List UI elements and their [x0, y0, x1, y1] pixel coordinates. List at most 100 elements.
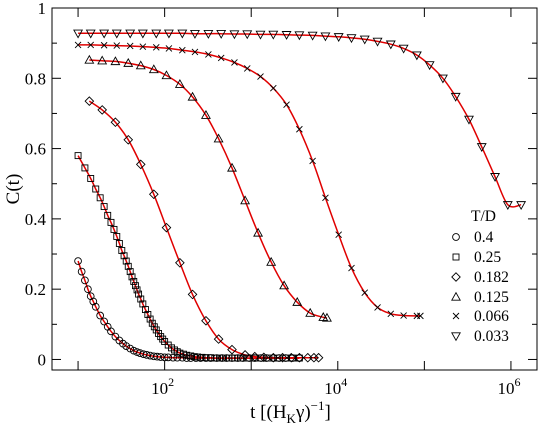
data-point [313, 352, 324, 363]
data-point [216, 354, 223, 362]
data-point [294, 31, 305, 41]
data-point [115, 240, 123, 247]
data-point [111, 332, 120, 341]
data-point [194, 353, 202, 361]
data-point [253, 227, 264, 237]
data-point [292, 296, 303, 306]
data-point [211, 354, 219, 362]
data-point [174, 79, 185, 88]
data-point [183, 351, 191, 359]
data-point [141, 306, 149, 313]
data-point [96, 311, 105, 320]
data-point [187, 289, 198, 300]
data-point [229, 30, 240, 40]
fit-curves [77, 32, 522, 359]
x-axis-label-superscript: −1 [311, 398, 325, 413]
data-point [84, 96, 95, 106]
data-point [104, 211, 112, 219]
data-point [277, 352, 288, 363]
data-point [322, 312, 332, 322]
data-point [99, 29, 110, 39]
tick-labels: 0 0.2 0.4 0.6 0.8 1 102 104 106 [25, 0, 521, 398]
data-point [490, 173, 501, 182]
data-point [89, 297, 98, 306]
data-point [135, 60, 146, 70]
data-point [120, 252, 128, 260]
data-point [257, 73, 264, 80]
data-point [279, 280, 290, 290]
data-point [144, 311, 152, 318]
series-0-25 [74, 152, 303, 362]
data-point [296, 125, 303, 133]
data-point [142, 351, 151, 359]
x-tick-label: 104 [324, 375, 347, 398]
data-point [135, 290, 143, 298]
data-point [148, 64, 159, 74]
data-point [213, 334, 224, 344]
data-point [374, 304, 381, 311]
data-point [333, 33, 344, 43]
data-point [202, 354, 210, 362]
data-point [152, 44, 160, 51]
data-point [476, 143, 487, 153]
data-point [152, 326, 160, 334]
data-point [335, 231, 342, 239]
legend: T/D 0.4 0.25 0.182 0.125 0.066 0.033 [451, 208, 509, 345]
data-point [100, 317, 108, 326]
legend-label: 0.066 [474, 308, 509, 325]
data-point [165, 45, 173, 52]
data-point [305, 307, 316, 317]
legend-label: 0.125 [474, 289, 509, 306]
x-axis-label-suffix: γ) [295, 402, 311, 423]
data-point [227, 162, 237, 172]
data-point [87, 41, 95, 49]
data-point [205, 51, 212, 58]
fit-curve-0-033 [78, 32, 522, 208]
data-point [110, 225, 118, 233]
data-point [424, 61, 435, 71]
data-point [161, 338, 169, 345]
data-point [81, 164, 89, 172]
fit-curve-0-25 [77, 155, 300, 359]
data-point [175, 257, 185, 268]
data-point [163, 29, 174, 39]
data-point [156, 353, 165, 361]
data-point [450, 92, 461, 102]
legend-title: T/D [471, 208, 496, 225]
plot-frame [51, 7, 538, 371]
legend-marker-0-066 [452, 312, 460, 320]
data-point [92, 185, 100, 193]
data-point [502, 201, 513, 211]
x-tick-label: 102 [151, 375, 174, 398]
legend-label: 0.033 [474, 328, 509, 345]
data-point [110, 56, 121, 66]
data-point [294, 352, 305, 363]
data-point [122, 342, 131, 350]
y-tick-label: 0.4 [25, 210, 47, 229]
data-point [87, 175, 95, 182]
data-point [160, 353, 169, 362]
data-point [220, 354, 228, 362]
data-point [282, 354, 290, 362]
data-point [265, 354, 273, 362]
data-point [130, 277, 138, 285]
data-point [361, 289, 369, 296]
data-point [81, 276, 89, 285]
data-point [231, 354, 239, 362]
data-point [131, 282, 139, 290]
y-axis-label: C(t) [3, 174, 24, 205]
series-0-182 [84, 96, 324, 363]
data-point [309, 352, 319, 363]
data-point [189, 30, 200, 39]
data-point [137, 29, 148, 39]
data-point [84, 285, 92, 294]
data-point [398, 44, 409, 54]
data-point [207, 354, 215, 362]
data-point [74, 41, 82, 49]
data-point [159, 335, 167, 343]
axis-ticks [52, 7, 537, 370]
legend-marker-0-033 [451, 332, 461, 342]
data-point [84, 54, 95, 64]
data-point [135, 159, 146, 170]
